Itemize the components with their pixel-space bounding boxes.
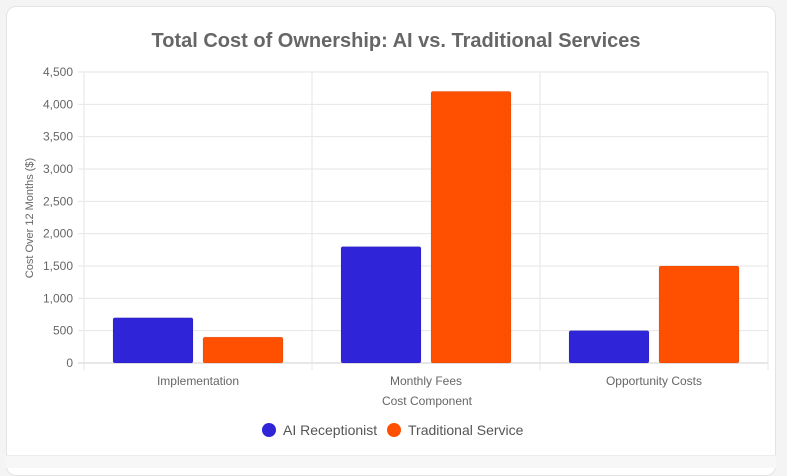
y-axis-ticks: 0 500 1,000 1,500 2,000 2,500 3,000 3,500 4,000 4… bbox=[43, 65, 73, 370]
y-tick-label: 500 bbox=[53, 324, 73, 338]
bar-ai-receptionist-0 bbox=[112, 317, 194, 364]
y-tick-label: 2,000 bbox=[43, 227, 73, 241]
chart-card bbox=[6, 6, 776, 476]
y-tick-label: 1,000 bbox=[43, 291, 73, 305]
legend-marker bbox=[262, 423, 276, 437]
y-axis-label: Cost Over 12 Months ($) bbox=[24, 158, 36, 278]
x-tick-label: Opportunity Costs bbox=[606, 374, 702, 388]
x-tick-label: Monthly Fees bbox=[390, 374, 462, 388]
y-tick-label: 3,500 bbox=[43, 130, 73, 144]
x-axis-ticks: Implementation Monthly Fees Opportunity Co… bbox=[157, 374, 702, 388]
y-tick-label: 4,500 bbox=[43, 65, 73, 79]
y-tick-label: 4,000 bbox=[43, 97, 73, 111]
legend: AI Receptionist Traditional Service bbox=[262, 422, 524, 438]
card-footer-strip bbox=[6, 455, 776, 468]
legend-marker bbox=[387, 423, 401, 437]
bar-traditional-service-1 bbox=[430, 90, 512, 364]
y-tick-label: 1,500 bbox=[43, 259, 73, 273]
legend-label: Traditional Service bbox=[408, 422, 524, 438]
y-tick-label: 0 bbox=[66, 356, 73, 370]
x-tick-label: Implementation bbox=[157, 374, 239, 388]
bar-ai-receptionist-1 bbox=[340, 246, 422, 364]
bars bbox=[112, 90, 740, 364]
x-axis-label: Cost Component bbox=[382, 394, 473, 408]
legend-label: AI Receptionist bbox=[283, 422, 377, 438]
y-tick-label: 2,500 bbox=[43, 194, 73, 208]
y-tick-label: 3,000 bbox=[43, 162, 73, 176]
chart-title: Total Cost of Ownership: AI vs. Traditio… bbox=[152, 30, 641, 52]
grid bbox=[78, 71, 769, 370]
bar-traditional-service-2 bbox=[658, 265, 740, 364]
bar-traditional-service-0 bbox=[202, 336, 284, 364]
bar-ai-receptionist-2 bbox=[568, 330, 650, 364]
